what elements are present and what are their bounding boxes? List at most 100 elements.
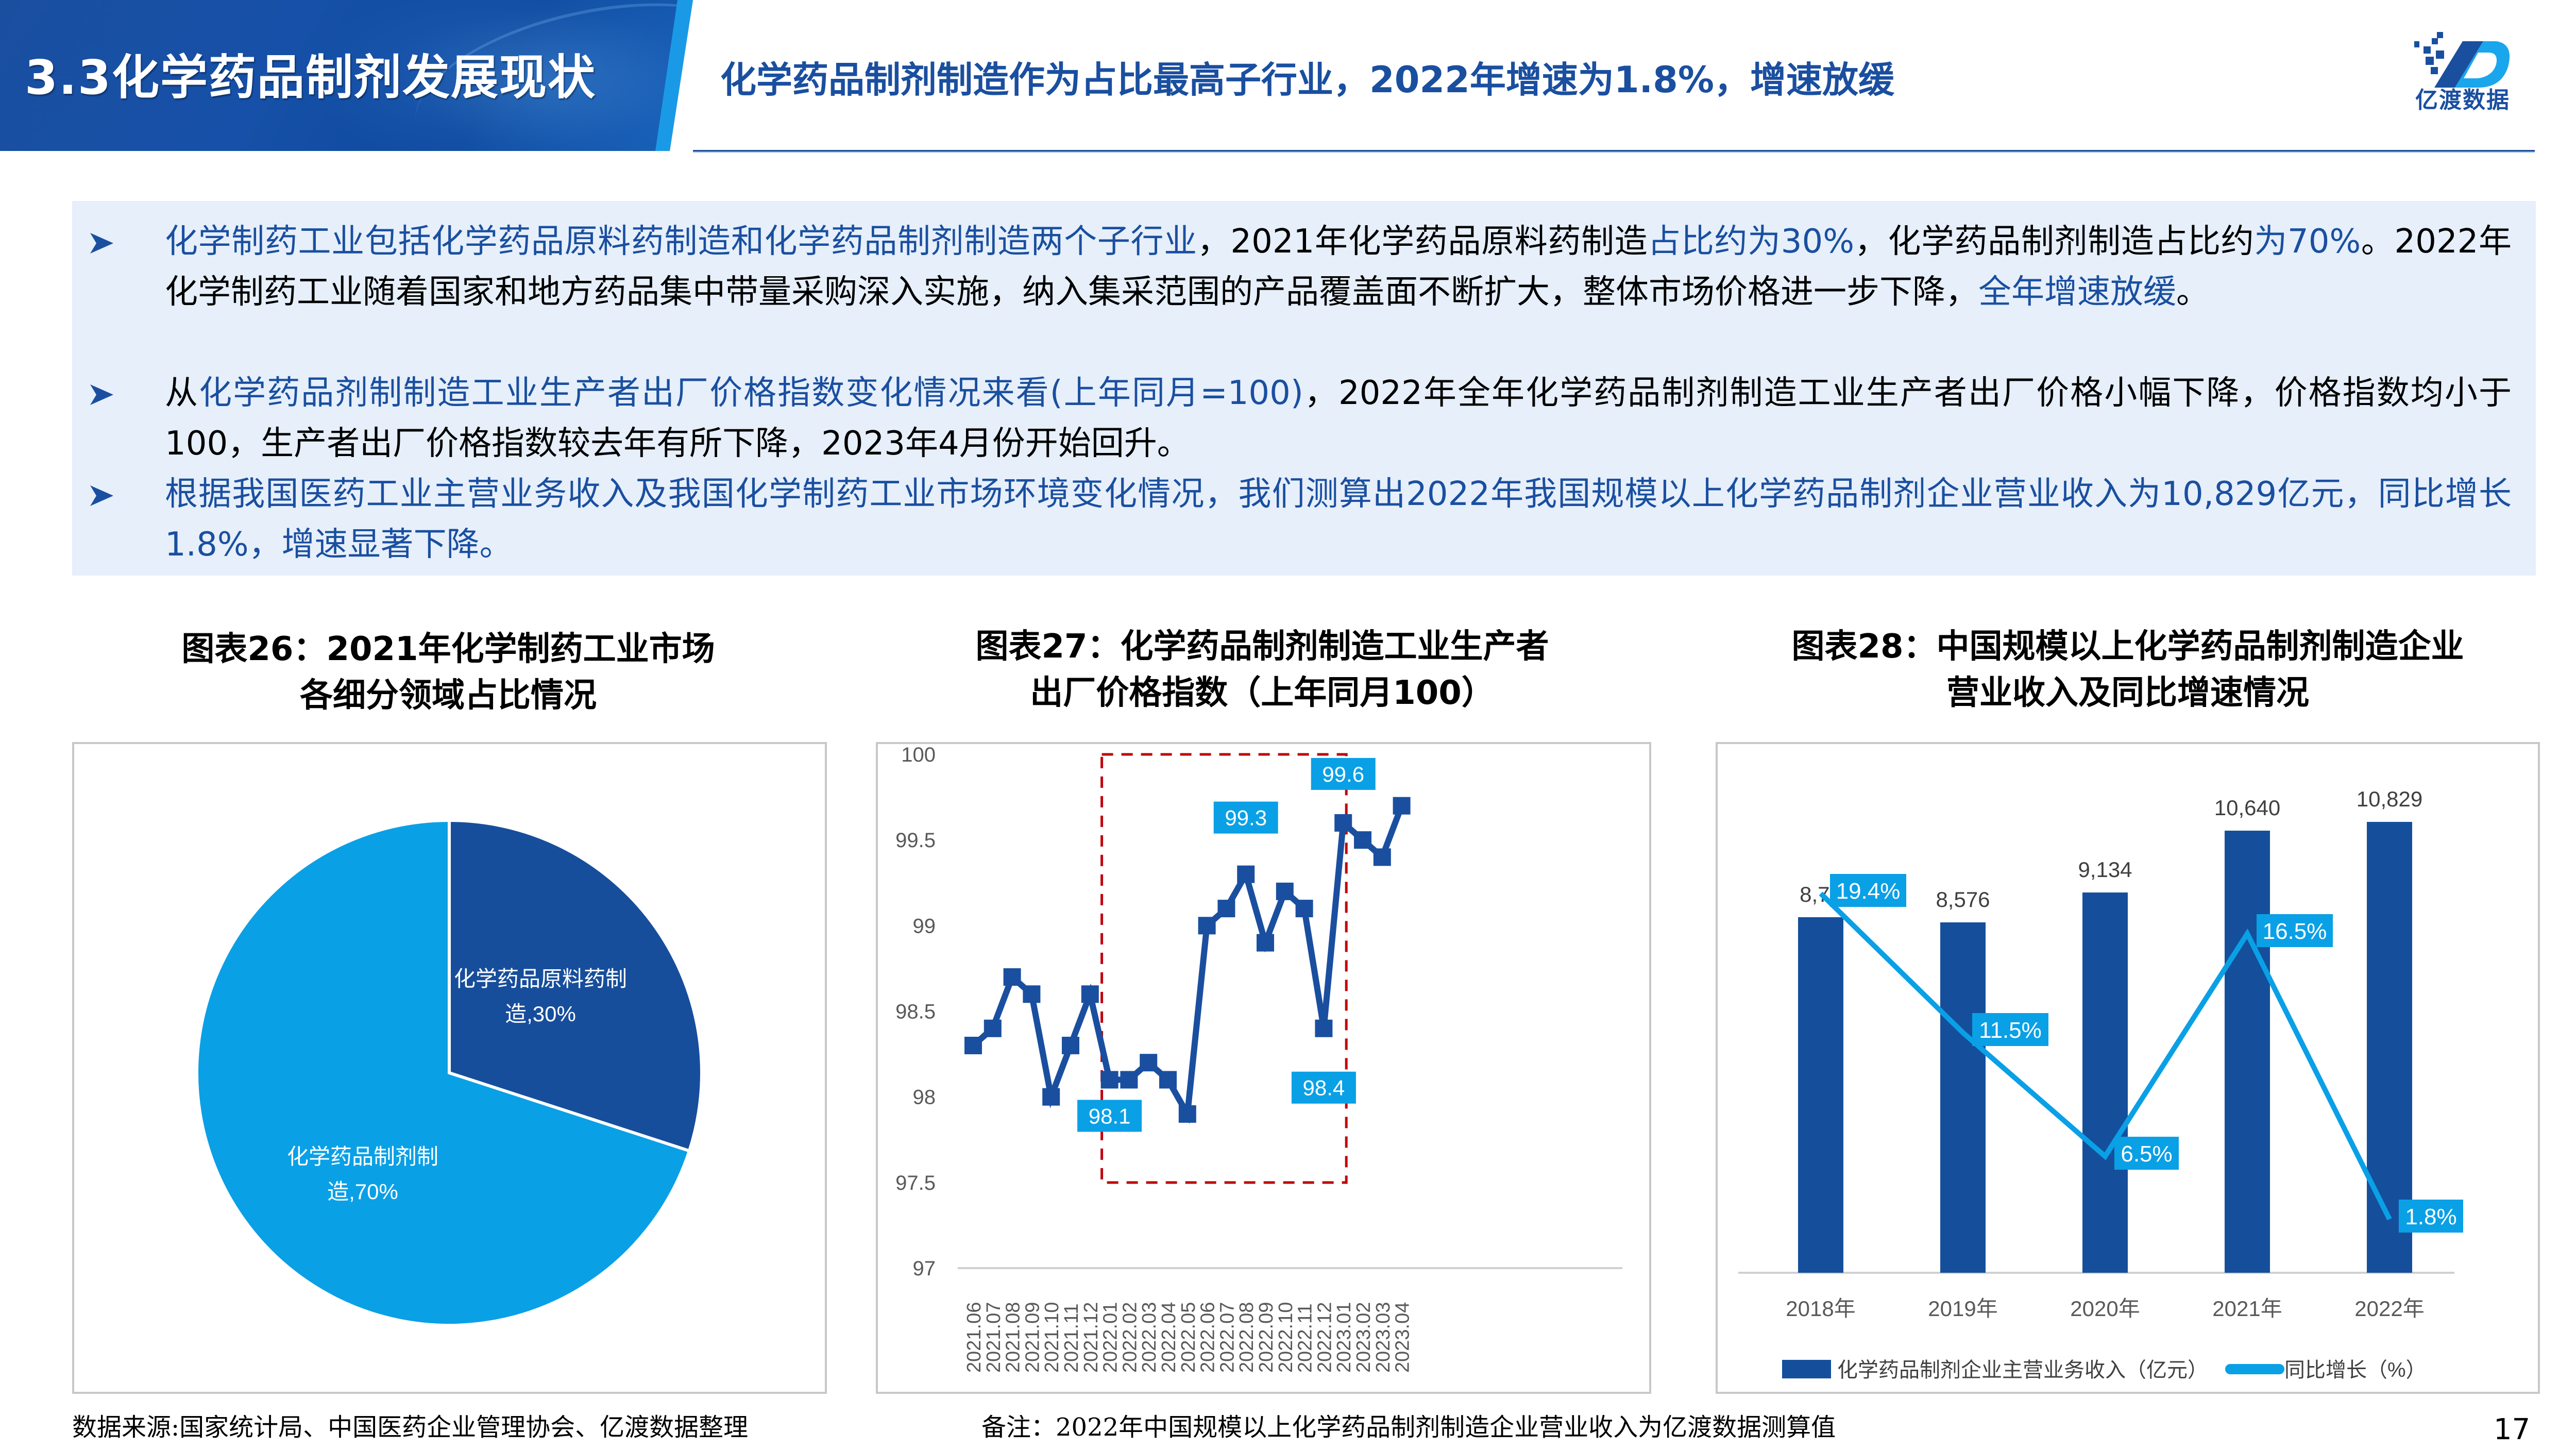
growth-callout-label: 11.5% — [1979, 1018, 2042, 1043]
x-tick-label: 2020年 — [2070, 1296, 2140, 1321]
x-tick-label: 2022.06 — [1197, 1302, 1219, 1373]
body-text: ，化学药品制剂制造占比约 — [1854, 223, 2255, 261]
body-text: 。2022年化学制药工业随着国家和地方药品集中带量采购深入实施，纳入集采范围的产… — [165, 223, 2512, 311]
x-tick-label: 2021.09 — [1022, 1302, 1043, 1373]
page-number: 17 — [2494, 1413, 2531, 1446]
highlighted-text: 占比约为30% — [1648, 223, 1855, 261]
x-tick-label: 2022.03 — [1139, 1302, 1160, 1373]
arrowhead-bullet-icon — [90, 485, 113, 506]
x-tick-label: 2021.11 — [1061, 1303, 1082, 1373]
header-divider — [693, 150, 2535, 153]
data-callout-label: 98.1 — [1089, 1104, 1131, 1128]
data-marker — [1217, 900, 1235, 918]
chart28-title: 图表28：中国规模以上化学药品制剂制造企业 营业收入及同比增速情况 — [1716, 624, 2540, 716]
body-text: ，2022年全年化学药品制剂制造工业生产者出厂价格小幅下降，价格指数均小于100… — [165, 374, 2512, 463]
legend-line-label: 同比增长（%） — [2284, 1359, 2427, 1381]
summary-bullet-2: 从化学药品剂制制造工业生产者出厂价格指数变化情况来看(上年同月=100)，202… — [90, 368, 2512, 469]
data-callout-label: 98.4 — [1303, 1076, 1345, 1100]
x-tick-label: 2023.04 — [1392, 1302, 1414, 1373]
y-tick-label: 97 — [913, 1257, 936, 1280]
series-line — [971, 804, 1405, 1124]
chart26-title-line2: 各细分领域占比情况 — [300, 677, 597, 715]
arrowhead-bullet-icon — [90, 384, 113, 405]
body-text: ，2021年化学药品原料药制造 — [1197, 223, 1648, 261]
highlighted-text: 全年增速放缓 — [1978, 273, 2176, 311]
data-marker — [1159, 1071, 1177, 1089]
bar-value-label: 10,829 — [2357, 787, 2422, 811]
data-marker — [984, 1019, 1002, 1037]
data-callout — [1311, 757, 1376, 790]
data-marker — [1140, 1054, 1158, 1072]
y-tick-label: 97.5 — [895, 1172, 936, 1194]
data-marker — [1237, 865, 1255, 883]
summary-box: 化学制药工业包括化学药品原料药制造和化学药品制剂制造两个子行业，2021年化学药… — [72, 201, 2536, 576]
x-tick-label: 2022.02 — [1119, 1302, 1141, 1373]
highlighted-text: 化学药品剂制制造工业生产者出厂价格指数变化情况来看(上年同月=100) — [199, 374, 1303, 412]
data-marker — [1062, 1036, 1079, 1054]
data-marker — [1276, 882, 1294, 900]
x-tick-label: 2022.09 — [1256, 1302, 1277, 1373]
footnote: 备注：2022年中国规模以上化学药品制剂制造企业营业收入为亿渡数据测算值 — [981, 1413, 1836, 1442]
highlighted-text: 为70% — [2254, 223, 2361, 261]
growth-callout-label: 6.5% — [2121, 1141, 2172, 1167]
x-tick-label: 2021.06 — [963, 1302, 985, 1373]
revenue-bar — [1798, 917, 1843, 1273]
data-source: 数据来源:国家统计局、中国医药企业管理协会、亿渡数据整理 — [72, 1413, 749, 1442]
growth-callout — [2257, 914, 2333, 947]
data-marker — [1023, 985, 1041, 1003]
section-title: 3.3化学药品制剂发展现状 — [25, 50, 596, 105]
chart27-title-line1: 图表27：化学药品制剂制造工业生产者 — [975, 628, 1549, 666]
x-tick-label: 2021.08 — [1003, 1302, 1024, 1373]
data-callout-label: 99.3 — [1225, 806, 1267, 830]
x-tick-label: 2021.07 — [983, 1302, 1005, 1373]
arrowhead-bullet-icon — [90, 233, 113, 254]
bar-value-label: 8,576 — [1936, 887, 1990, 912]
pie-data-label: 化学药品制剂制造,70% — [287, 1144, 438, 1204]
growth-callout-label: 19.4% — [1836, 879, 1901, 904]
legend-bar-label: 化学药品制剂企业主营业务收入（亿元） — [1837, 1359, 2208, 1381]
x-tick-label: 2022.11 — [1295, 1303, 1316, 1373]
data-marker — [1120, 1071, 1138, 1089]
x-tick-label: 2019年 — [1928, 1296, 1997, 1321]
pie-data-label: 化学药品原料药制造,30% — [454, 967, 627, 1026]
revenue-bar — [2082, 892, 2128, 1273]
growth-callout-label: 1.8% — [2405, 1204, 2456, 1229]
pie-slice — [195, 818, 691, 1327]
revenue-bar — [2367, 822, 2412, 1273]
chart28-title-line2: 营业收入及同比增速情况 — [1946, 674, 2309, 712]
data-marker — [1003, 968, 1021, 986]
growth-callout-label: 16.5% — [2263, 919, 2327, 944]
y-tick-label: 99 — [913, 915, 936, 937]
x-tick-label: 2023.03 — [1372, 1302, 1394, 1373]
data-marker — [1354, 831, 1371, 849]
growth-line — [1819, 891, 2392, 1221]
data-marker — [1178, 1105, 1196, 1123]
highlighted-text: 根据我国医药工业主营业务收入及我国化学制药工业市场环境变化情况，我们测算出202… — [165, 475, 2512, 564]
data-marker — [1315, 1019, 1333, 1037]
x-tick-label: 2022.07 — [1216, 1302, 1238, 1373]
data-marker — [1257, 934, 1274, 952]
summary-bullet-3: 根据我国医药工业主营业务收入及我国化学制药工业市场环境变化情况，我们测算出202… — [90, 469, 2512, 570]
chart26-frame: 化学药品原料药制造,30% 化学药品制剂制造,70% — [72, 742, 827, 1394]
logo-text: 亿渡数据 — [2415, 87, 2510, 113]
body-text: 。 — [2176, 273, 2209, 311]
x-tick-label: 2022.08 — [1236, 1302, 1258, 1373]
summary-bullet-text: 化学制药工业包括化学药品原料药制造和化学药品制剂制造两个子行业，2021年化学药… — [90, 216, 2512, 317]
y-tick-label: 99.5 — [895, 829, 936, 852]
data-marker — [1081, 985, 1099, 1003]
bar-value-label: 9,134 — [2078, 857, 2132, 882]
x-tick-label: 2022.01 — [1100, 1302, 1122, 1373]
y-tick-label: 98 — [913, 1086, 936, 1109]
data-callout-label: 99.6 — [1322, 762, 1364, 786]
body-text: 从 — [165, 374, 199, 412]
y-tick-label: 100 — [901, 744, 936, 766]
data-marker — [1100, 1071, 1118, 1089]
chart27-title: 图表27：化学药品制剂制造工业生产者 出厂价格指数（上年同月100） — [876, 624, 1649, 716]
x-tick-label: 2022.10 — [1275, 1302, 1297, 1373]
chart27-title-line2: 出厂价格指数（上年同月100） — [1030, 674, 1495, 712]
x-tick-label: 2018年 — [1786, 1296, 1855, 1321]
data-marker — [1393, 797, 1411, 815]
chart27-frame: 97 97.5 98 98.5 99 99.5 100 2021.06 2021.07 2021.… — [876, 742, 1651, 1394]
data-marker — [1334, 814, 1352, 832]
data-marker — [1373, 848, 1391, 866]
